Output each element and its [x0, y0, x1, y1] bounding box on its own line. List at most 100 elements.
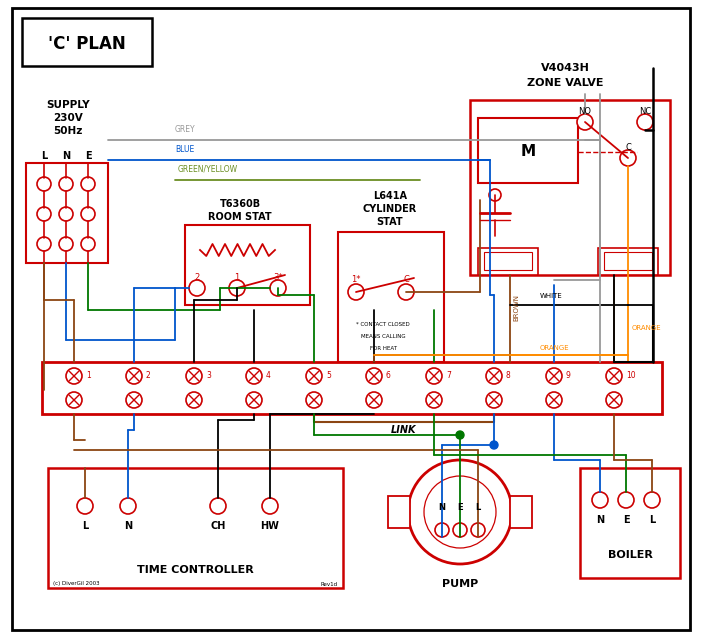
Circle shape: [592, 492, 608, 508]
FancyBboxPatch shape: [26, 163, 108, 263]
Text: L: L: [649, 515, 655, 525]
Text: 5: 5: [326, 372, 331, 381]
Circle shape: [189, 280, 205, 296]
FancyBboxPatch shape: [338, 232, 444, 362]
Text: LINK: LINK: [391, 425, 417, 435]
Circle shape: [637, 114, 653, 130]
Circle shape: [120, 498, 136, 514]
Circle shape: [453, 523, 467, 537]
Text: 50Hz: 50Hz: [53, 126, 83, 136]
Text: 2: 2: [194, 274, 199, 283]
FancyBboxPatch shape: [604, 252, 652, 270]
Circle shape: [37, 177, 51, 191]
Text: N: N: [124, 521, 132, 531]
Text: 10: 10: [626, 372, 635, 381]
FancyBboxPatch shape: [598, 248, 658, 275]
Circle shape: [59, 207, 73, 221]
FancyBboxPatch shape: [484, 252, 532, 270]
Circle shape: [37, 207, 51, 221]
Circle shape: [366, 368, 382, 384]
Circle shape: [366, 392, 382, 408]
Text: 8: 8: [506, 372, 511, 381]
Text: C: C: [625, 144, 631, 153]
FancyBboxPatch shape: [42, 362, 662, 414]
Text: FOR HEAT: FOR HEAT: [369, 347, 397, 351]
FancyBboxPatch shape: [388, 496, 410, 528]
Circle shape: [210, 498, 226, 514]
Circle shape: [471, 523, 485, 537]
Circle shape: [66, 392, 82, 408]
Text: N: N: [596, 515, 604, 525]
Circle shape: [246, 368, 262, 384]
Circle shape: [546, 392, 562, 408]
Circle shape: [486, 392, 502, 408]
Circle shape: [246, 392, 262, 408]
FancyBboxPatch shape: [510, 496, 532, 528]
FancyBboxPatch shape: [478, 118, 578, 183]
Circle shape: [486, 368, 502, 384]
Circle shape: [456, 431, 464, 439]
Circle shape: [126, 392, 142, 408]
Text: E: E: [457, 503, 463, 513]
Circle shape: [59, 177, 73, 191]
Text: GREEN/YELLOW: GREEN/YELLOW: [178, 165, 238, 174]
Circle shape: [546, 368, 562, 384]
Circle shape: [229, 280, 245, 296]
Text: TIME CONTROLLER: TIME CONTROLLER: [137, 565, 254, 575]
Circle shape: [66, 368, 82, 384]
Text: E: E: [85, 151, 91, 161]
Circle shape: [37, 237, 51, 251]
Text: SUPPLY: SUPPLY: [46, 100, 90, 110]
Circle shape: [77, 498, 93, 514]
Text: L: L: [475, 503, 481, 513]
Text: BLUE: BLUE: [175, 145, 194, 154]
Circle shape: [81, 237, 95, 251]
Circle shape: [435, 523, 449, 537]
Text: MEANS CALLING: MEANS CALLING: [361, 335, 405, 340]
Circle shape: [618, 492, 634, 508]
Circle shape: [59, 237, 73, 251]
Circle shape: [408, 460, 512, 564]
Circle shape: [577, 114, 593, 130]
FancyBboxPatch shape: [12, 8, 690, 630]
Circle shape: [348, 284, 364, 300]
Text: N: N: [439, 503, 446, 513]
Circle shape: [126, 368, 142, 384]
Circle shape: [606, 368, 622, 384]
Circle shape: [398, 284, 414, 300]
Text: STAT: STAT: [377, 217, 404, 227]
Text: CYLINDER: CYLINDER: [363, 204, 417, 214]
Text: 9: 9: [566, 372, 571, 381]
Circle shape: [270, 280, 286, 296]
Text: V4043H: V4043H: [541, 63, 590, 73]
Circle shape: [620, 150, 636, 166]
Text: 1*: 1*: [351, 276, 361, 285]
Text: 1: 1: [234, 274, 239, 283]
Text: 7: 7: [446, 372, 451, 381]
FancyBboxPatch shape: [48, 468, 343, 588]
Text: NO: NO: [578, 108, 592, 117]
Text: C: C: [403, 276, 409, 285]
FancyBboxPatch shape: [580, 468, 680, 578]
Circle shape: [424, 476, 496, 548]
FancyBboxPatch shape: [470, 100, 670, 275]
Text: WHITE: WHITE: [540, 293, 563, 299]
Circle shape: [490, 441, 498, 449]
FancyBboxPatch shape: [185, 225, 310, 305]
Text: N: N: [62, 151, 70, 161]
Text: E: E: [623, 515, 629, 525]
Text: BOILER: BOILER: [607, 550, 652, 560]
Text: Rev1d: Rev1d: [321, 581, 338, 587]
Text: ROOM STAT: ROOM STAT: [208, 212, 272, 222]
Text: ZONE VALVE: ZONE VALVE: [526, 78, 603, 88]
Circle shape: [606, 392, 622, 408]
Circle shape: [644, 492, 660, 508]
Circle shape: [306, 392, 322, 408]
Text: 4: 4: [266, 372, 271, 381]
Text: NC: NC: [639, 108, 651, 117]
Text: 3*: 3*: [273, 274, 283, 283]
Text: L641A: L641A: [373, 191, 407, 201]
Text: L: L: [82, 521, 88, 531]
Text: 'C' PLAN: 'C' PLAN: [48, 35, 126, 53]
Text: BROWN: BROWN: [513, 294, 519, 321]
